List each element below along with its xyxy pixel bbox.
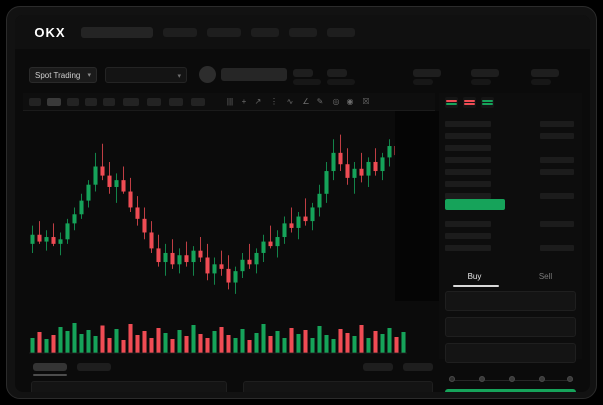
buy-tab-underline bbox=[453, 285, 499, 287]
slider-step-100[interactable] bbox=[567, 376, 573, 382]
tab-extra-1[interactable] bbox=[363, 363, 393, 371]
slider-step-25[interactable] bbox=[479, 376, 485, 382]
ask-row[interactable] bbox=[445, 145, 491, 151]
trash-icon[interactable]: ☒ bbox=[362, 97, 370, 106]
buy-submit-button[interactable] bbox=[445, 389, 576, 392]
tab-active-underline bbox=[33, 374, 67, 376]
timeframe-more[interactable] bbox=[123, 98, 139, 106]
chart-toolbar: ||| + ↗ ⋮ ∿ ∠ ✎ ◎ ◉ ☒ bbox=[23, 93, 435, 111]
chart-overlay-artifact bbox=[395, 111, 441, 301]
nav-search-field[interactable] bbox=[81, 27, 153, 38]
coin-avatar-icon bbox=[199, 66, 216, 83]
bid-row[interactable] bbox=[445, 245, 491, 251]
stat-3-label bbox=[413, 79, 433, 85]
spread-price-highlight bbox=[445, 199, 505, 210]
ask-row-size bbox=[540, 157, 574, 163]
order-book-divider bbox=[439, 255, 582, 271]
nav-item-2[interactable] bbox=[207, 28, 241, 37]
chevron-down-icon: ▾ bbox=[87, 72, 91, 79]
timeframe-2-active[interactable] bbox=[47, 98, 61, 106]
stat-5-value bbox=[531, 69, 559, 77]
stat-3-value bbox=[413, 69, 441, 77]
bottom-panel-left[interactable] bbox=[31, 381, 227, 392]
settings-button[interactable] bbox=[191, 98, 205, 106]
bid-row-size bbox=[540, 245, 574, 251]
slider-step-0[interactable] bbox=[449, 376, 455, 382]
wave-icon[interactable]: ∿ bbox=[286, 97, 294, 106]
trendline-icon[interactable]: ↗ bbox=[254, 97, 262, 106]
timeframe-4[interactable] bbox=[85, 98, 97, 106]
candlestick-chart[interactable] bbox=[23, 111, 435, 317]
magnet-icon[interactable]: ◎ bbox=[332, 97, 340, 106]
bottom-panel-right[interactable] bbox=[243, 381, 433, 392]
order-book-view-tabs bbox=[445, 97, 494, 108]
bid-row[interactable] bbox=[445, 233, 491, 239]
brush-icon[interactable]: ✎ bbox=[316, 97, 324, 106]
ask-row[interactable] bbox=[445, 169, 491, 175]
asks-only-icon[interactable] bbox=[463, 97, 476, 108]
stat-5-label bbox=[531, 79, 551, 85]
okx-logo[interactable]: OKX bbox=[34, 24, 66, 40]
stat-4-label bbox=[471, 79, 491, 85]
crosshair-icon[interactable]: + bbox=[241, 97, 247, 106]
timeframe-1[interactable] bbox=[29, 98, 41, 106]
order-price-input[interactable] bbox=[445, 291, 576, 311]
tab-open-orders[interactable] bbox=[33, 363, 67, 371]
chart-type-icon[interactable]: ||| bbox=[226, 97, 234, 106]
ask-row-size bbox=[540, 121, 574, 127]
ask-row-size bbox=[540, 193, 574, 199]
tab-extra-2[interactable] bbox=[403, 363, 433, 371]
compare-button[interactable] bbox=[169, 98, 183, 106]
ask-row[interactable] bbox=[445, 157, 491, 163]
stat-1-label bbox=[293, 79, 321, 85]
bid-row[interactable] bbox=[445, 221, 491, 227]
buy-sell-tabs: Buy Sell bbox=[439, 265, 582, 287]
tab-order-history[interactable] bbox=[77, 363, 111, 371]
last-price-value bbox=[221, 68, 287, 81]
order-amount-input[interactable] bbox=[445, 317, 576, 337]
tab-buy[interactable]: Buy bbox=[467, 271, 482, 281]
top-navigation-bar: OKX bbox=[15, 15, 590, 49]
angle-icon[interactable]: ∠ bbox=[302, 97, 310, 106]
stat-4-value bbox=[471, 69, 499, 77]
ask-row[interactable] bbox=[445, 133, 491, 139]
nav-item-4[interactable] bbox=[289, 28, 317, 37]
stat-2-value bbox=[327, 69, 347, 77]
eye-icon[interactable]: ◉ bbox=[346, 97, 354, 106]
trading-pair-selector[interactable]: ▾ bbox=[105, 67, 187, 83]
market-type-label: Spot Trading bbox=[35, 70, 81, 80]
nav-item-5[interactable] bbox=[327, 28, 355, 37]
volume-svg bbox=[29, 323, 407, 354]
indicator-button[interactable] bbox=[147, 98, 161, 106]
ask-row-size bbox=[540, 169, 574, 175]
slider-step-75[interactable] bbox=[539, 376, 545, 382]
bids-only-icon[interactable] bbox=[481, 97, 494, 108]
fibonacci-icon[interactable]: ⋮ bbox=[270, 97, 278, 106]
ask-row[interactable] bbox=[445, 121, 491, 127]
nav-item-3[interactable] bbox=[251, 28, 279, 37]
timeframe-5[interactable] bbox=[103, 98, 115, 106]
stat-2-label bbox=[327, 79, 355, 85]
volume-chart[interactable] bbox=[23, 311, 435, 359]
nav-item-1[interactable] bbox=[163, 28, 197, 37]
tab-sell[interactable]: Sell bbox=[538, 271, 553, 281]
ask-row-size bbox=[540, 133, 574, 139]
device-frame: OKX Spot Trading ▾ ▾ bbox=[6, 6, 597, 399]
ask-row[interactable] bbox=[445, 181, 491, 187]
stat-1-value bbox=[293, 69, 313, 77]
chevron-down-icon: ▾ bbox=[177, 73, 181, 80]
device-screen: OKX Spot Trading ▾ ▾ bbox=[15, 15, 590, 392]
candlestick-svg bbox=[30, 134, 406, 294]
bid-row-size bbox=[540, 221, 574, 227]
market-type-selector[interactable]: Spot Trading ▾ bbox=[29, 67, 97, 83]
ask-row[interactable] bbox=[445, 193, 491, 199]
both-depth-icon[interactable] bbox=[445, 97, 458, 108]
order-total-input[interactable] bbox=[445, 343, 576, 363]
slider-step-50[interactable] bbox=[509, 376, 515, 382]
order-book-panel[interactable] bbox=[439, 93, 582, 359]
timeframe-3[interactable] bbox=[67, 98, 79, 106]
